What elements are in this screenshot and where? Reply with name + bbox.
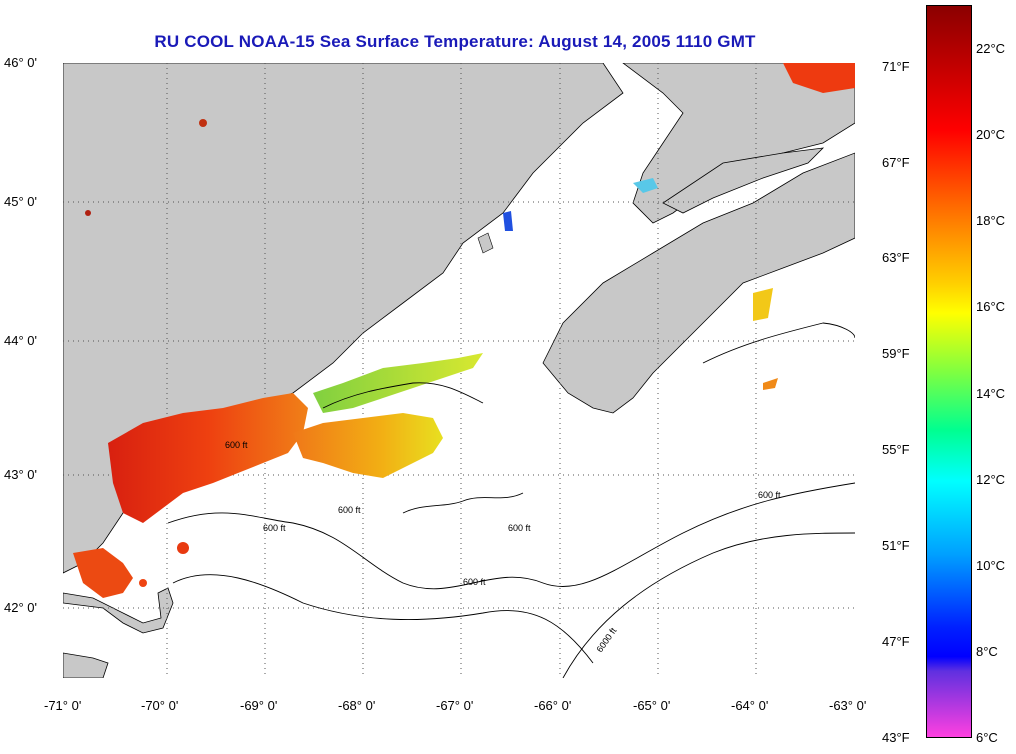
contour-label: 600 ft bbox=[463, 577, 486, 587]
contour-label: 600 ft bbox=[263, 523, 286, 533]
lon-label-67: -67° 0' bbox=[436, 698, 474, 713]
sst-warm-patch bbox=[108, 393, 308, 523]
lat-label-42: 42° 0' bbox=[4, 600, 37, 615]
lon-label-71: -71° 0' bbox=[44, 698, 82, 713]
graticule bbox=[63, 63, 855, 678]
land-nova-scotia bbox=[542, 152, 855, 414]
bathymetry-contours bbox=[167, 322, 855, 678]
lon-label-69: -69° 0' bbox=[240, 698, 278, 713]
contour-label: 600 ft bbox=[758, 490, 781, 500]
lat-label-46: 46° 0' bbox=[4, 55, 37, 70]
lat-label-45: 45° 0' bbox=[4, 194, 37, 209]
contour-label: 600 ft bbox=[225, 440, 248, 450]
sst-map: 600 ft 600 ft 600 ft 600 ft 600 ft 600 f… bbox=[63, 63, 855, 678]
c-label: 16°C bbox=[976, 299, 1006, 314]
f-label: 59°F bbox=[882, 346, 910, 361]
c-label: 20°C bbox=[976, 127, 1006, 142]
f-label: 63°F bbox=[882, 250, 910, 265]
c-label: 8°C bbox=[976, 644, 998, 659]
lon-label-70: -70° 0' bbox=[141, 698, 179, 713]
land-cape-cod bbox=[63, 587, 174, 634]
land-new-england bbox=[63, 63, 624, 574]
c-label: 12°C bbox=[976, 472, 1006, 487]
temperature-colorbar bbox=[926, 5, 972, 738]
c-label: 18°C bbox=[976, 213, 1006, 228]
c-label: 22°C bbox=[976, 41, 1006, 56]
map-title: RU COOL NOAA-15 Sea Surface Temperature:… bbox=[154, 32, 756, 51]
lon-label-66: -66° 0' bbox=[534, 698, 572, 713]
c-label: 6°C bbox=[976, 730, 998, 745]
f-label: 51°F bbox=[882, 538, 910, 553]
lat-label-44: 44° 0' bbox=[4, 333, 37, 348]
lon-label-63: -63° 0' bbox=[829, 698, 867, 713]
sst-mid-patch bbox=[293, 413, 443, 478]
contour-label: 600 ft bbox=[338, 505, 361, 515]
f-label: 47°F bbox=[882, 634, 910, 649]
f-label: 43°F bbox=[882, 730, 910, 745]
f-label: 55°F bbox=[882, 442, 910, 457]
land-new-brunswick bbox=[622, 63, 855, 224]
sst-cool-patch bbox=[313, 353, 483, 413]
f-label: 71°F bbox=[882, 59, 910, 74]
c-label: 14°C bbox=[976, 386, 1006, 401]
lon-label-68: -68° 0' bbox=[338, 698, 376, 713]
lat-label-43: 43° 0' bbox=[4, 467, 37, 482]
f-label: 67°F bbox=[882, 155, 910, 170]
c-label: 10°C bbox=[976, 558, 1006, 573]
lon-label-64: -64° 0' bbox=[731, 698, 769, 713]
lon-label-65: -65° 0' bbox=[633, 698, 671, 713]
contour-label: 600 ft bbox=[508, 523, 531, 533]
